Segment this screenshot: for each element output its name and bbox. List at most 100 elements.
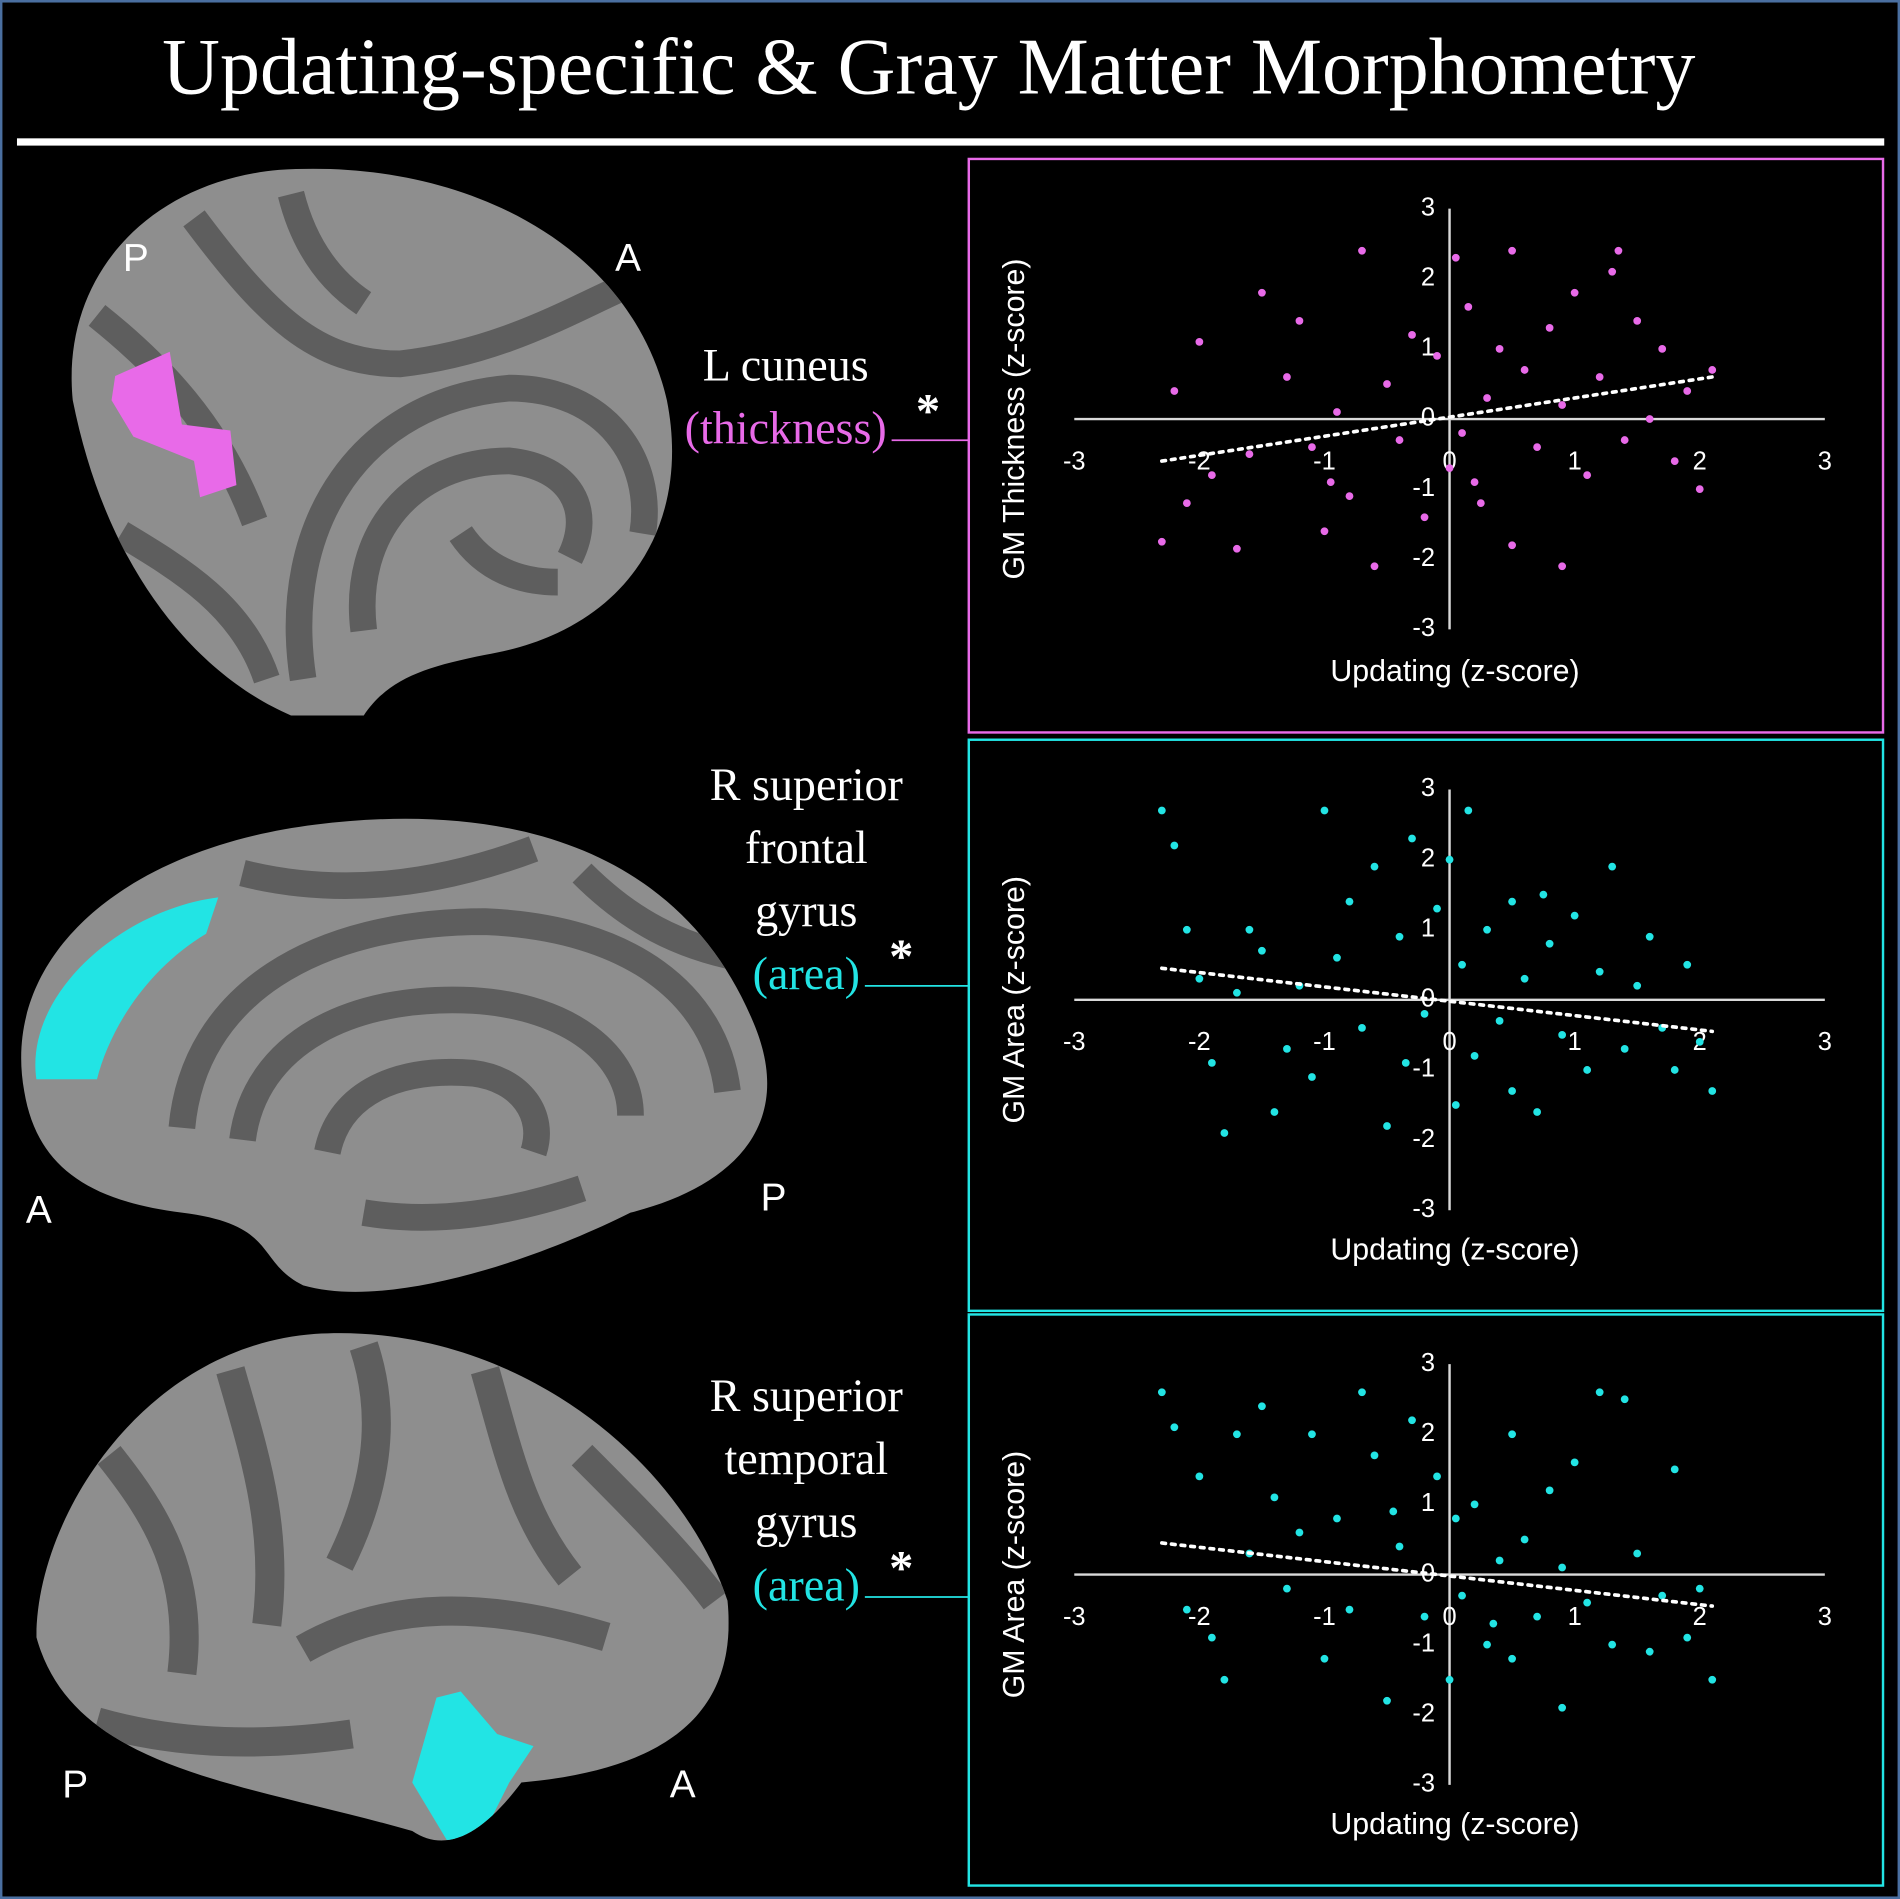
x-tick-label: -2: [1188, 447, 1211, 475]
data-point: [1233, 1430, 1241, 1439]
x-tick-label: -1: [1313, 1603, 1336, 1631]
data-point: [1401, 1059, 1410, 1067]
x-tick-label: 2: [1693, 1603, 1707, 1631]
x-tick-label: 3: [1818, 1028, 1832, 1056]
data-point: [1433, 1472, 1441, 1481]
data-point: [1545, 323, 1554, 332]
data-point: [1533, 443, 1541, 451]
orientation-label: A: [26, 1189, 52, 1232]
data-point: [1395, 436, 1404, 444]
data-point: [1570, 288, 1579, 297]
data-point: [1464, 806, 1473, 815]
data-point: [1708, 1675, 1717, 1684]
data-point: [1533, 1108, 1541, 1116]
y-tick-label: -3: [1412, 614, 1435, 642]
x-tick-label: -3: [1063, 1603, 1086, 1631]
data-point: [1170, 387, 1179, 395]
data-point: [1583, 1066, 1592, 1074]
y-tick-label: 2: [1421, 263, 1435, 291]
data-point: [1620, 436, 1629, 444]
data-point: [1389, 1507, 1398, 1516]
orientation-label: P: [62, 1764, 88, 1807]
data-point: [1395, 1542, 1404, 1551]
data-point: [1420, 1009, 1429, 1018]
y-tick-label: -2: [1412, 544, 1435, 572]
data-point: [1220, 1675, 1229, 1684]
data-point: [1489, 1619, 1498, 1628]
data-point: [1370, 562, 1379, 571]
data-point: [1157, 537, 1166, 546]
data-point: [1520, 1535, 1529, 1544]
data-point: [1308, 1430, 1316, 1439]
y-tick-label: 0: [1421, 985, 1435, 1013]
data-point: [1570, 1458, 1579, 1467]
data-point: [1545, 1486, 1554, 1495]
data-point: [1182, 1605, 1191, 1614]
data-point: [1520, 366, 1529, 374]
y-tick-label: 1: [1421, 1489, 1435, 1517]
data-point: [1470, 478, 1479, 487]
data-point: [1633, 981, 1642, 990]
data-point: [1408, 834, 1416, 843]
y-tick-label: 2: [1421, 1419, 1435, 1447]
data-point: [1170, 1423, 1179, 1432]
data-point: [1451, 1514, 1460, 1523]
data-point: [1345, 492, 1354, 501]
data-point: [1383, 1122, 1391, 1130]
x-tick-label: -3: [1063, 447, 1086, 475]
data-point: [1258, 288, 1266, 297]
x-tick-label: 0: [1442, 1603, 1456, 1631]
data-point: [1195, 974, 1204, 983]
data-point: [1308, 1073, 1316, 1081]
data-point: [1458, 1591, 1466, 1600]
region-label: R superior: [710, 759, 903, 810]
data-point: [1270, 1108, 1279, 1116]
data-point: [1458, 960, 1466, 969]
data-point: [1483, 1640, 1491, 1649]
data-point: [1533, 1612, 1541, 1621]
data-point: [1208, 1059, 1216, 1067]
x-axis-title: Updating (z-score): [1330, 1808, 1579, 1841]
data-point: [1558, 1031, 1567, 1039]
orientation-label: P: [123, 237, 149, 280]
y-tick-label: 3: [1421, 774, 1435, 802]
data-point: [1583, 1598, 1592, 1607]
y-axis-title: GM Area (z-score): [998, 1451, 1031, 1698]
y-tick-label: 0: [1421, 404, 1435, 432]
region-label: gyrus: [755, 885, 857, 936]
data-point: [1195, 338, 1204, 346]
data-point: [1558, 1563, 1567, 1572]
y-tick-label: -1: [1412, 1055, 1435, 1083]
y-axis-title: GM Thickness (z-score): [998, 259, 1031, 580]
y-tick-label: -3: [1412, 1770, 1435, 1798]
data-point: [1495, 345, 1504, 353]
chart-frame: [967, 738, 1885, 1313]
data-point: [1545, 939, 1554, 948]
data-point: [1558, 1703, 1567, 1712]
data-point: [1508, 897, 1516, 906]
data-point: [1345, 897, 1354, 906]
data-point: [1370, 1451, 1379, 1460]
data-point: [1558, 562, 1567, 571]
data-point: [1695, 1584, 1704, 1593]
chart-frame: [967, 157, 1885, 734]
data-point: [1326, 478, 1335, 487]
trendline: [1160, 966, 1715, 1034]
data-point: [1633, 316, 1642, 325]
data-point: [1182, 499, 1191, 508]
data-point: [1270, 1493, 1279, 1502]
y-tick-label: 3: [1421, 193, 1435, 221]
measure-label: (thickness): [685, 403, 887, 454]
data-point: [1295, 316, 1304, 325]
data-point: [1233, 988, 1241, 997]
data-point: [1383, 1696, 1391, 1705]
data-point: [1195, 1472, 1204, 1481]
data-point: [1408, 1416, 1416, 1425]
data-point: [1645, 415, 1654, 423]
data-point: [1683, 387, 1692, 395]
data-point: [1283, 1584, 1291, 1593]
